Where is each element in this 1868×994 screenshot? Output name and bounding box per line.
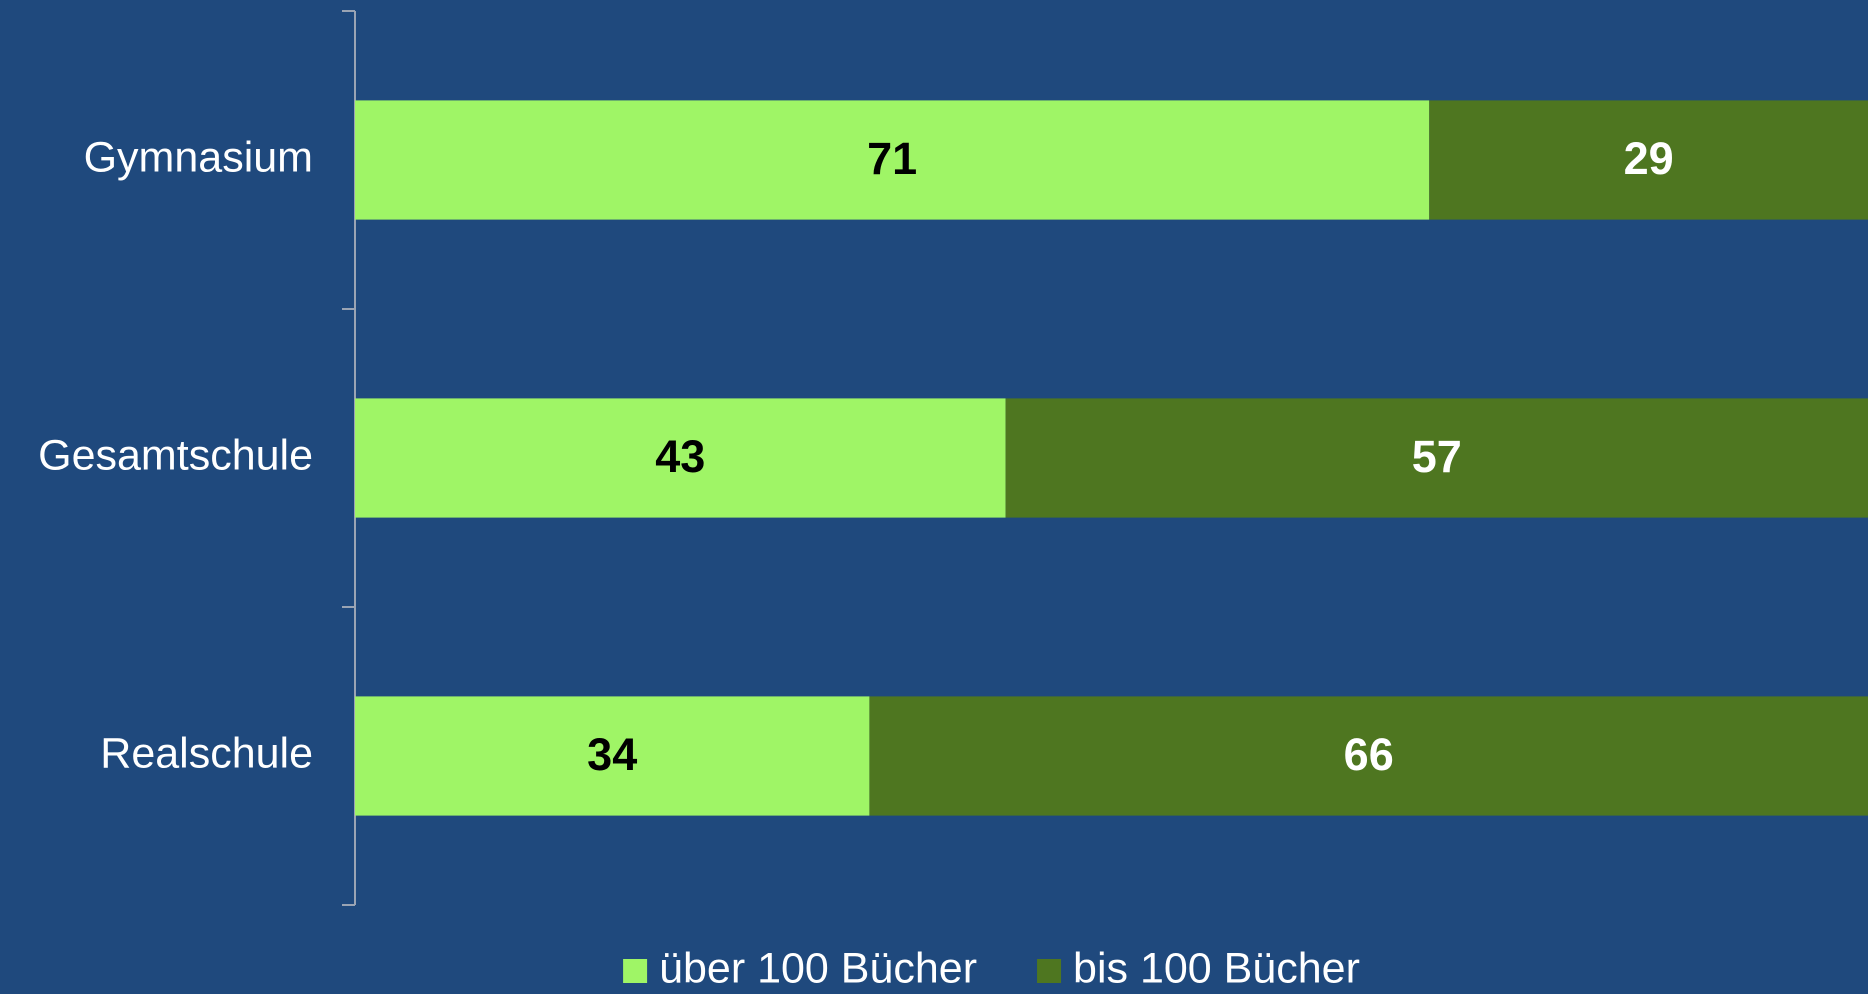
bar-segment xyxy=(355,696,870,816)
legend-swatch xyxy=(1037,959,1062,983)
bar-segment xyxy=(355,398,1006,518)
y-tick-label: Gymnasium xyxy=(84,133,313,181)
data-label: 34 xyxy=(587,729,637,780)
bar-segment xyxy=(1005,398,1868,518)
data-label: 29 xyxy=(1624,133,1674,184)
bar-segment xyxy=(355,100,1430,220)
y-tick-label: Gesamtschule xyxy=(38,431,313,479)
legend-label: über 100 Bücher xyxy=(659,944,977,992)
bar-segment xyxy=(1429,100,1868,220)
legend-swatch xyxy=(623,959,648,983)
data-label: 66 xyxy=(1344,729,1394,780)
legend-label: bis 100 Bücher xyxy=(1073,944,1360,992)
y-tick-label: Realschule xyxy=(100,729,313,777)
data-label: 57 xyxy=(1412,431,1462,482)
data-label: 71 xyxy=(867,133,917,184)
bar-segment xyxy=(869,696,1868,816)
data-label: 43 xyxy=(655,431,705,482)
